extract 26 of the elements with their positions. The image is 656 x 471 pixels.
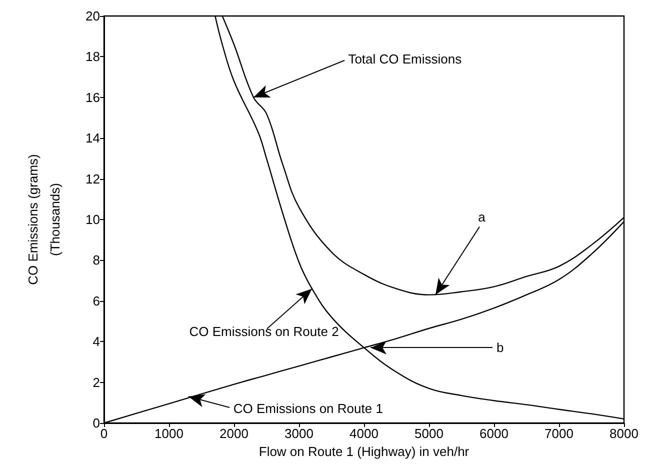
- x-axis-title: Flow on Route 1 (Highway) in veh/hr: [258, 444, 470, 459]
- y-tick-label: 6: [92, 293, 100, 308]
- y-tick-label: 10: [86, 212, 100, 227]
- y-tick-label: 16: [86, 90, 100, 105]
- y-axis-title: CO Emissions (grams) (Thousands): [26, 154, 62, 285]
- x-tick-label: 5000: [414, 426, 444, 441]
- annotation: CO Emissions on Route 2: [189, 324, 339, 339]
- annotation: a: [478, 209, 486, 224]
- y-tick-label: 8: [92, 252, 100, 268]
- x-tick-label: 8000: [610, 426, 638, 441]
- y-tick-label: 20: [86, 8, 100, 24]
- x-tick-label: 4000: [350, 426, 378, 441]
- x-tick-label: 6000: [480, 426, 508, 441]
- y-tick-label: 4: [92, 334, 100, 350]
- x-tick-label: 3000: [284, 426, 314, 441]
- annotation: CO Emissions on Route 1: [233, 401, 383, 416]
- y-tick-label: 0: [92, 416, 100, 430]
- x-tick-label: 1000: [154, 426, 184, 441]
- y-tick-label: 2: [92, 374, 100, 390]
- y-tick-label: 12: [86, 171, 100, 186]
- annotation: b: [496, 340, 504, 356]
- y-tick-label: 18: [86, 49, 100, 64]
- x-tick-label: 2000: [220, 426, 248, 441]
- annotation: Total CO Emissions: [348, 51, 462, 66]
- x-tick-label: 7000: [544, 426, 574, 441]
- y-tick-label: 14: [86, 130, 100, 146]
